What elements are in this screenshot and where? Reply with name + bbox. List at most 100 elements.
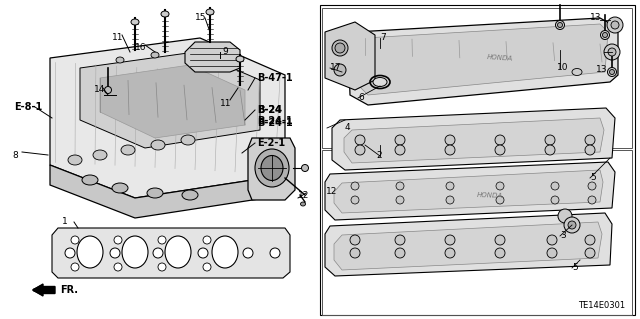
Circle shape [203,263,211,271]
Polygon shape [80,52,260,148]
Circle shape [545,135,555,145]
Ellipse shape [131,19,139,25]
Text: B-47-1: B-47-1 [257,73,292,83]
Circle shape [243,248,253,258]
Ellipse shape [122,236,148,268]
Circle shape [495,248,505,258]
Circle shape [396,196,404,204]
Ellipse shape [186,57,194,63]
Ellipse shape [104,86,111,93]
Text: HONDA: HONDA [487,54,513,62]
Ellipse shape [68,155,82,165]
Polygon shape [344,118,604,163]
Ellipse shape [206,9,214,15]
Text: 2: 2 [376,152,381,160]
Circle shape [395,135,405,145]
Polygon shape [100,65,245,138]
Circle shape [585,135,595,145]
Text: 11: 11 [220,100,232,108]
Text: B-24: B-24 [257,105,282,115]
Ellipse shape [602,33,607,38]
Circle shape [558,209,572,223]
Circle shape [332,40,348,56]
Circle shape [611,21,619,29]
Text: B-24-1: B-24-1 [257,116,292,126]
Circle shape [158,236,166,244]
Polygon shape [334,170,603,213]
Text: 12: 12 [298,190,309,199]
Text: 13: 13 [596,65,607,75]
Ellipse shape [261,155,283,181]
Circle shape [568,221,576,229]
Circle shape [198,248,208,258]
Text: 8: 8 [12,151,18,160]
Circle shape [551,196,559,204]
Circle shape [496,182,504,190]
Circle shape [395,235,405,245]
Circle shape [395,248,405,258]
Ellipse shape [112,183,128,193]
Circle shape [496,196,504,204]
Text: 14: 14 [94,85,106,94]
Text: 13: 13 [590,13,602,23]
Circle shape [551,182,559,190]
Circle shape [445,235,455,245]
Ellipse shape [151,140,165,150]
Circle shape [335,43,345,53]
Polygon shape [50,165,285,218]
Polygon shape [325,22,375,90]
Circle shape [445,135,455,145]
Circle shape [547,248,557,258]
Text: 5: 5 [590,174,596,182]
Ellipse shape [556,20,564,29]
Text: 10: 10 [557,63,568,72]
Polygon shape [248,138,295,200]
Circle shape [71,236,79,244]
Text: 3: 3 [560,232,566,241]
Circle shape [110,248,120,258]
Ellipse shape [212,236,238,268]
Polygon shape [332,108,615,170]
Ellipse shape [182,190,198,200]
Ellipse shape [181,135,195,145]
Text: 11: 11 [112,33,124,42]
Circle shape [334,64,346,76]
Circle shape [355,145,365,155]
Circle shape [396,182,404,190]
Text: 7: 7 [380,33,386,42]
Circle shape [495,135,505,145]
Circle shape [355,135,365,145]
Ellipse shape [301,165,308,172]
Text: B-24-1: B-24-1 [257,118,292,128]
Ellipse shape [221,65,229,71]
Circle shape [114,236,122,244]
Ellipse shape [165,236,191,268]
Ellipse shape [609,70,614,75]
Ellipse shape [572,69,582,76]
Text: TE14E0301: TE14E0301 [578,301,625,310]
Circle shape [270,248,280,258]
Circle shape [350,248,360,258]
Text: 15: 15 [195,13,207,23]
Polygon shape [185,42,240,72]
Ellipse shape [557,23,563,27]
Circle shape [446,196,454,204]
Text: 1: 1 [62,218,68,226]
Polygon shape [334,222,602,270]
Text: HONDA: HONDA [477,191,503,198]
Text: E-8-1: E-8-1 [14,102,42,112]
Bar [320,5,635,315]
Ellipse shape [600,31,609,40]
Circle shape [608,48,616,56]
Circle shape [203,236,211,244]
Polygon shape [325,162,615,220]
Circle shape [545,145,555,155]
Polygon shape [358,24,608,95]
Circle shape [71,263,79,271]
Circle shape [495,145,505,155]
Ellipse shape [607,68,616,77]
Polygon shape [348,18,618,105]
Ellipse shape [82,175,98,185]
Circle shape [445,248,455,258]
Ellipse shape [77,236,103,268]
